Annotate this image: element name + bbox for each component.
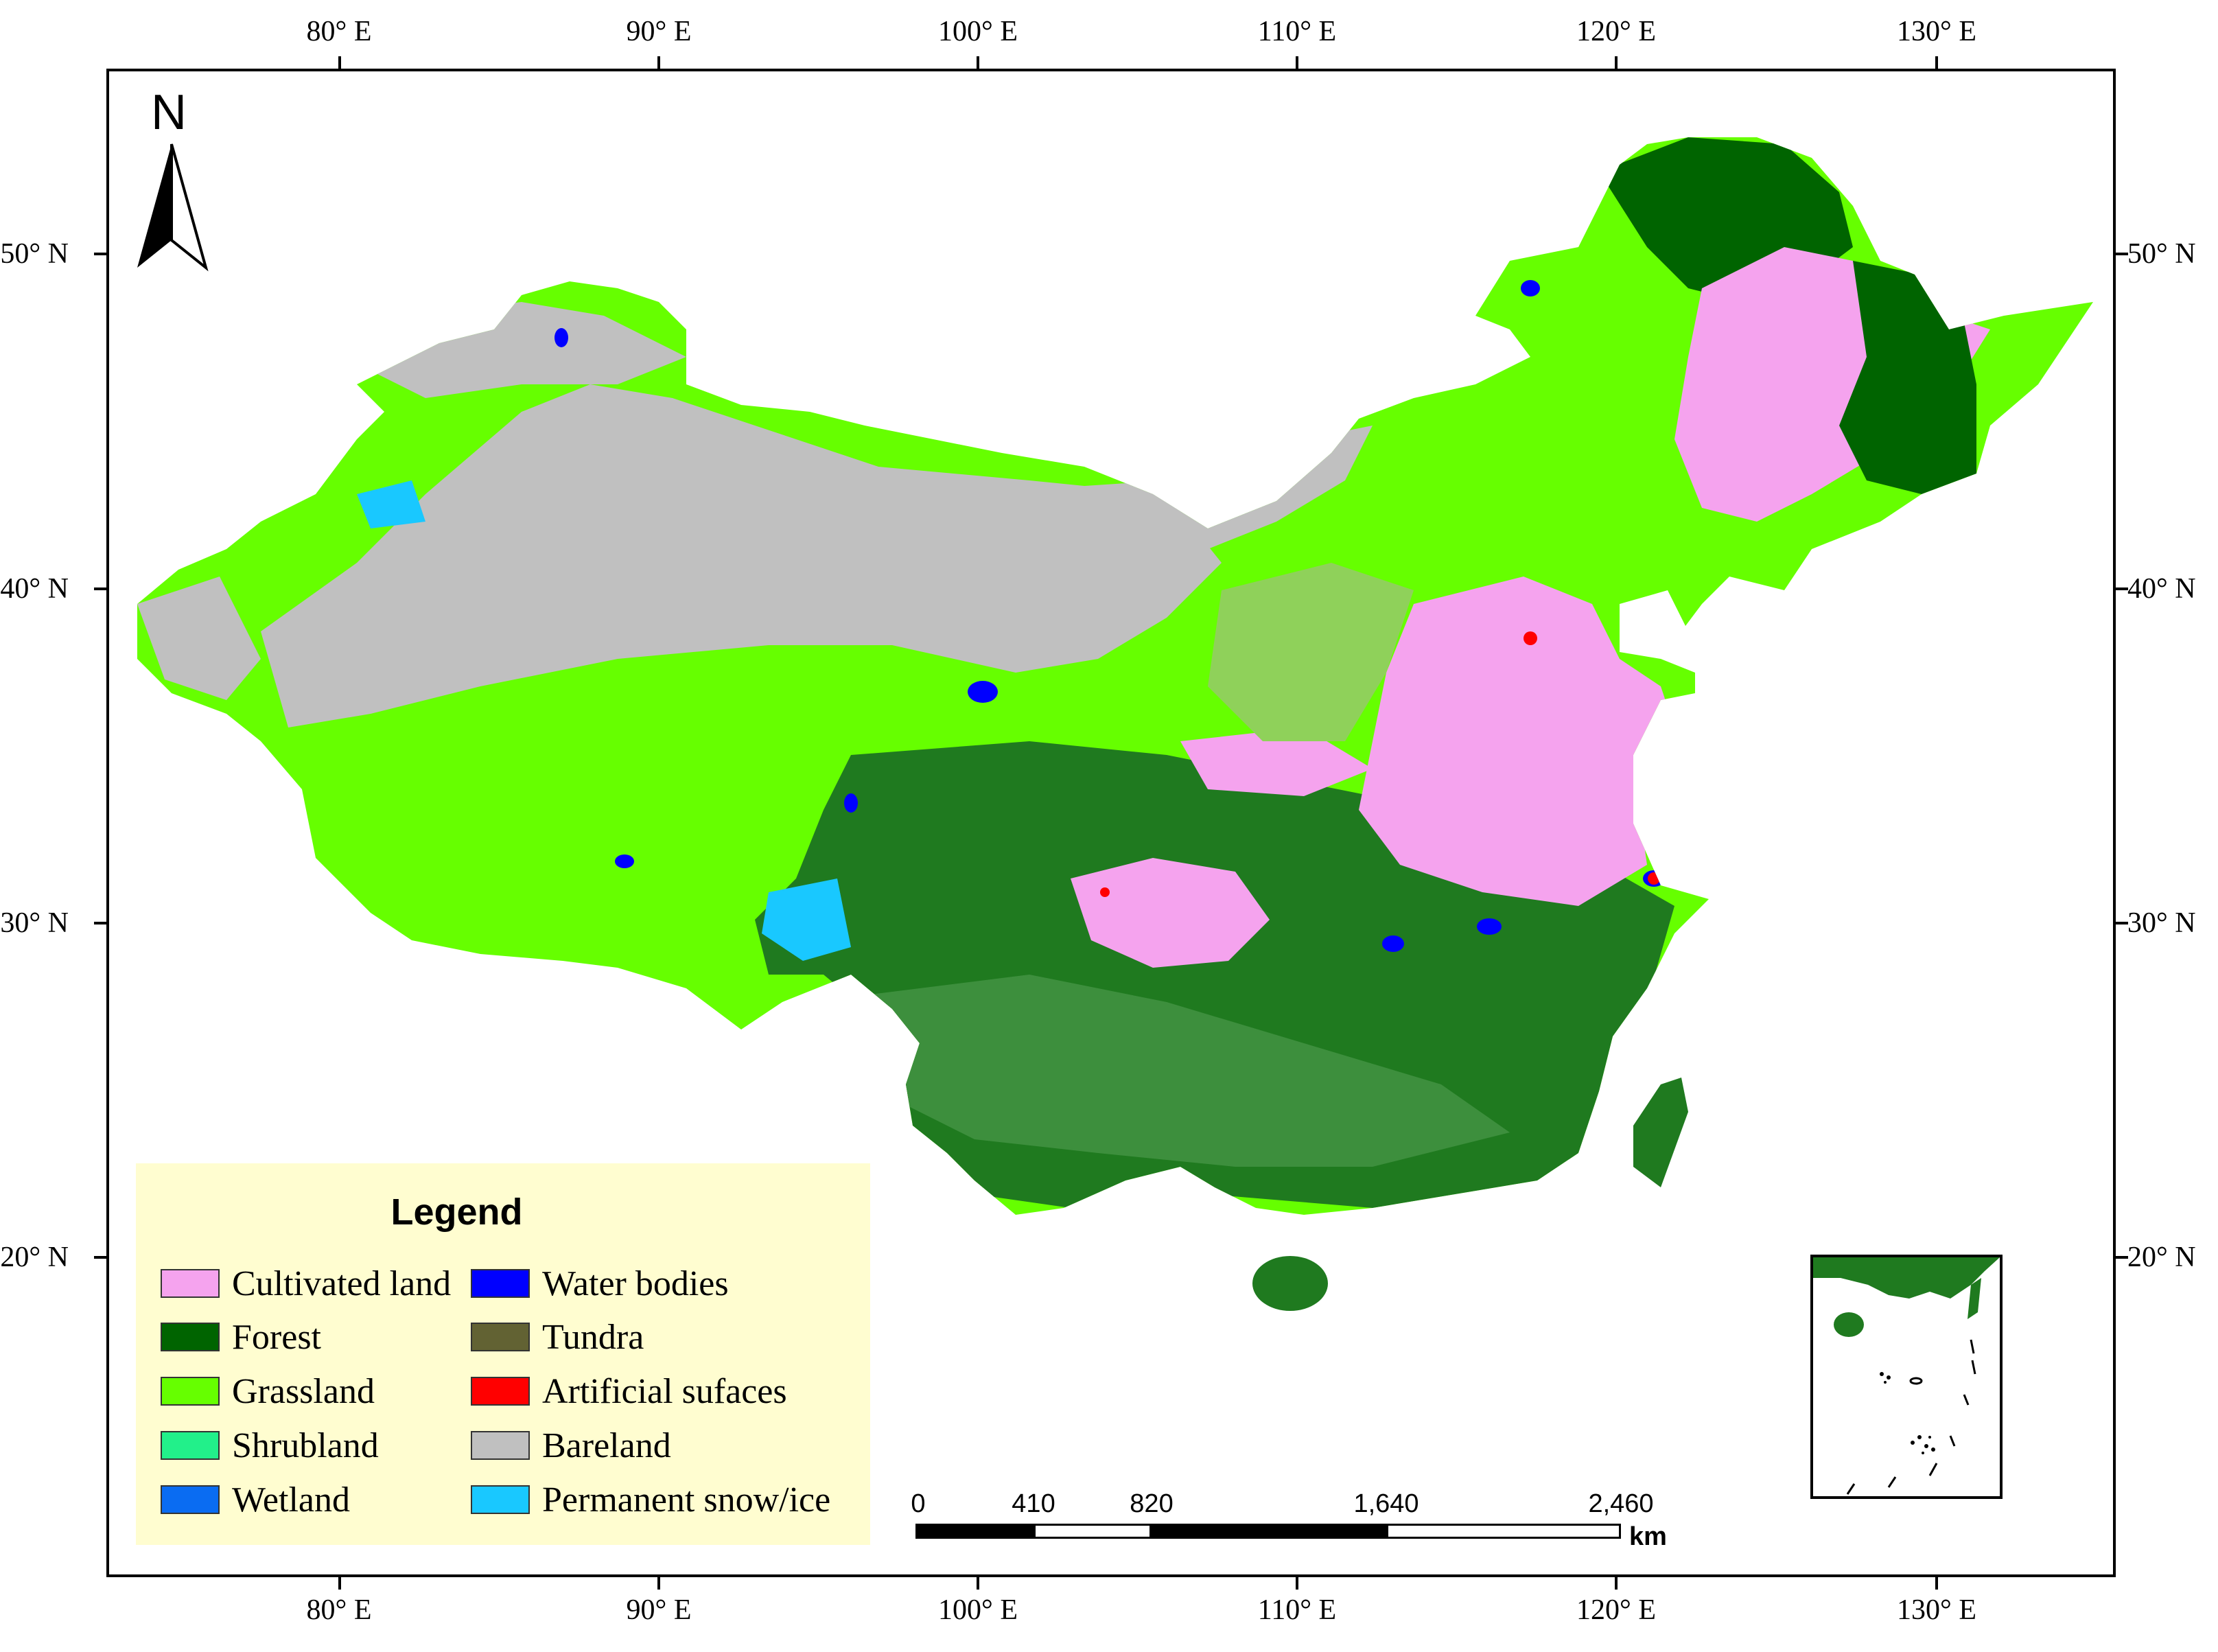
legend-label: Grassland (232, 1371, 375, 1411)
tick-mark-right-20 (2116, 1256, 2128, 1259)
lat-label-right-50: 50° N (2127, 238, 2196, 270)
legend-item-wetland: Wetland (161, 1480, 350, 1520)
legend-item-tundra: Tundra (471, 1318, 644, 1357)
scale-label-0: 0 (911, 1489, 926, 1518)
legend-box: Legend Cultivated land Forest Grassland … (136, 1163, 870, 1545)
legend-swatch (471, 1431, 530, 1460)
legend-label: Water bodies (542, 1264, 729, 1303)
lon-label-top-80: 80° E (306, 16, 372, 47)
tick-mark-top-100 (977, 56, 979, 69)
lat-label-right-40: 40° N (2127, 573, 2196, 605)
north-label: N (151, 85, 187, 140)
lat-label-left-30: 30° N (0, 907, 69, 939)
tick-mark-top-120 (1615, 56, 1618, 69)
legend-swatch (471, 1269, 530, 1298)
scale-segment (1152, 1524, 1386, 1539)
lat-label-left-50: 50° N (0, 238, 69, 270)
legend-item-artificial-surfaces: Artificial sufaces (471, 1372, 787, 1411)
legend-item-bareland: Bareland (471, 1426, 671, 1465)
lon-label-top-110: 110° E (1257, 16, 1337, 47)
legend-item-shrubland: Shrubland (161, 1426, 379, 1465)
legend-swatch (161, 1377, 220, 1406)
lat-label-left-20: 20° N (0, 1242, 69, 1273)
tick-mark-bottom-120 (1615, 1577, 1618, 1590)
scale-label-1640: 1,640 (1353, 1489, 1419, 1518)
legend-swatch (161, 1269, 220, 1298)
lon-label-top-90: 90° E (626, 16, 692, 47)
legend-label: Cultivated land (232, 1264, 452, 1303)
tick-mark-bottom-130 (1935, 1577, 1938, 1590)
tick-mark-bottom-110 (1296, 1577, 1298, 1590)
scale-segment (1034, 1524, 1152, 1539)
lon-label-bottom-90: 90° E (626, 1594, 692, 1626)
legend-item-cultivated-land: Cultivated land (161, 1264, 452, 1303)
legend-swatch (471, 1485, 530, 1514)
lon-label-bottom-120: 120° E (1576, 1594, 1656, 1626)
legend-item-water-bodies: Water bodies (471, 1264, 729, 1303)
tick-mark-bottom-90 (657, 1577, 660, 1590)
tick-mark-right-40 (2116, 587, 2128, 590)
lon-label-top-120: 120° E (1576, 16, 1656, 47)
lon-label-bottom-80: 80° E (306, 1594, 372, 1626)
south-china-sea-inset (1810, 1255, 2003, 1499)
hainan-island (1252, 1256, 1328, 1311)
scale-unit: km (1629, 1522, 1667, 1551)
tick-mark-bottom-100 (977, 1577, 979, 1590)
legend-item-permanent-snow-ice: Permanent snow/ice (471, 1480, 831, 1520)
tick-mark-left-50 (94, 253, 106, 255)
legend-label: Tundra (542, 1317, 644, 1357)
tick-mark-top-110 (1296, 56, 1298, 69)
tick-mark-top-130 (1935, 56, 1938, 69)
lon-label-top-130: 130° E (1897, 16, 1976, 47)
lon-label-bottom-130: 130° E (1897, 1594, 1976, 1626)
legend-swatch (161, 1431, 220, 1460)
legend-swatch (161, 1485, 220, 1514)
lon-label-bottom-100: 100° E (938, 1594, 1018, 1626)
lat-label-left-40: 40° N (0, 573, 69, 605)
legend-swatch (471, 1377, 530, 1406)
lon-label-top-100: 100° E (938, 16, 1018, 47)
inset-map (1813, 1257, 2000, 1495)
legend-item-grassland: Grassland (161, 1372, 375, 1411)
scale-bar: 0 410 820 1,640 2,460 km (911, 1489, 1666, 1551)
legend-label: Shrubland (232, 1426, 379, 1465)
taiwan-island (1633, 1078, 1688, 1187)
tick-mark-top-80 (338, 56, 341, 69)
legend-swatch (471, 1323, 530, 1351)
tick-mark-left-20 (94, 1256, 106, 1259)
scale-label-820: 820 (1130, 1489, 1174, 1518)
legend-label: Permanent snow/ice (542, 1480, 831, 1520)
tick-mark-bottom-80 (338, 1577, 341, 1590)
tick-mark-right-50 (2116, 253, 2128, 255)
legend-swatch (161, 1323, 220, 1351)
tick-mark-right-30 (2116, 922, 2128, 924)
legend-label: Forest (232, 1317, 321, 1357)
lat-label-right-30: 30° N (2127, 907, 2196, 939)
lat-label-right-20: 20° N (2127, 1242, 2196, 1273)
scale-label-410: 410 (1012, 1489, 1055, 1518)
tick-mark-left-40 (94, 587, 106, 590)
north-arrow-icon (137, 143, 209, 272)
tick-mark-top-90 (657, 56, 660, 69)
map-frame (106, 69, 2116, 1577)
legend-label: Artificial sufaces (542, 1371, 787, 1411)
scale-segment (915, 1524, 1034, 1539)
legend-item-forest: Forest (161, 1318, 321, 1357)
scale-label-2460: 2,460 (1588, 1489, 1654, 1518)
legend-label: Wetland (232, 1480, 350, 1520)
tick-mark-left-30 (94, 922, 106, 924)
scale-segment (1386, 1524, 1621, 1539)
legend-title: Legend (390, 1191, 523, 1233)
legend-label: Bareland (542, 1426, 671, 1465)
lon-label-bottom-110: 110° E (1257, 1594, 1337, 1626)
